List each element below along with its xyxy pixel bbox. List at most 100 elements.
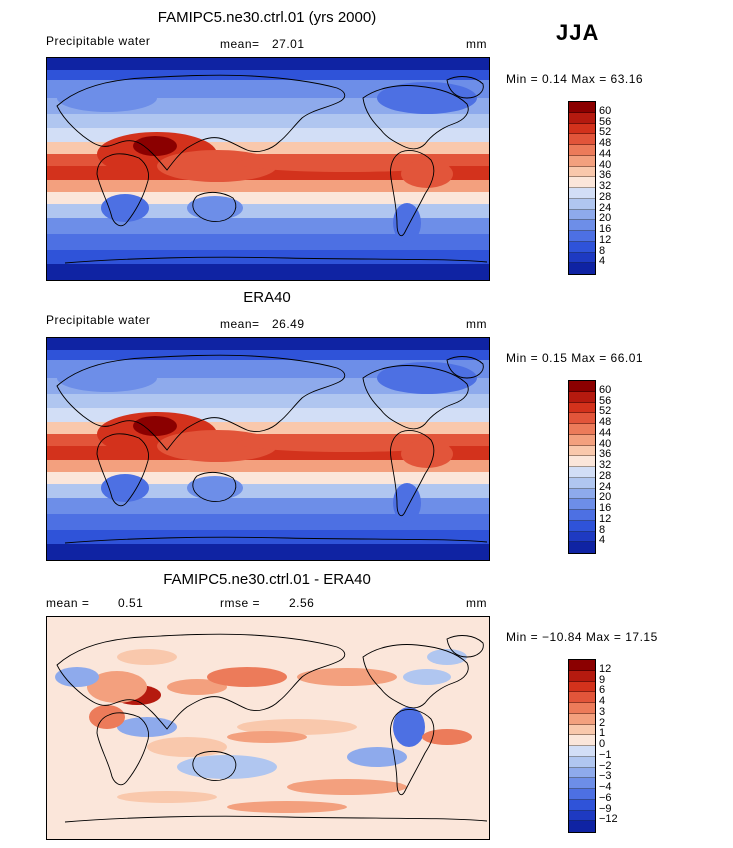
- colorbar-tick-label: 32: [599, 459, 612, 471]
- colorbar-tick-label: 12: [599, 662, 612, 675]
- colorbar-swatch: [569, 177, 595, 188]
- colorbar-tick-label: 20: [599, 212, 612, 225]
- colorbar-swatch: [569, 756, 595, 768]
- colorbar-tick-label: 28: [599, 190, 612, 203]
- colorbar-swatch: [569, 220, 595, 231]
- colorbar-tick-label: 24: [599, 480, 612, 493]
- colorbar-tick-label: 56: [599, 394, 612, 407]
- panel-1-colorbar: [568, 101, 596, 275]
- panel-1-units: mm: [466, 37, 487, 51]
- colorbar-swatch: [569, 198, 595, 210]
- colorbar-swatch: [569, 499, 595, 510]
- colorbar-tick-label: 9: [599, 673, 606, 686]
- colorbar-swatch: [569, 134, 595, 145]
- panel-2-mean-value: 26.49: [272, 317, 305, 331]
- colorbar-swatch: [569, 778, 595, 789]
- colorbar-tick-label: 60: [599, 383, 612, 396]
- colorbar-swatch: [569, 456, 595, 467]
- colorbar-tick-label: 2: [599, 716, 606, 729]
- panel-1-title: FAMIPC5.ne30.ctrl.01 (yrs 2000): [157, 9, 377, 26]
- colorbar-tick-label: 4: [599, 534, 606, 547]
- panel-3-title: FAMIPC5.ne30.ctrl.01 - ERA40: [163, 571, 371, 588]
- colorbar-swatch: [569, 767, 595, 779]
- panel-2-units: mm: [466, 317, 487, 331]
- colorbar-tick-label: 1: [599, 727, 606, 740]
- panel-3-mean-label: mean =: [46, 596, 90, 610]
- colorbar-swatch: [569, 166, 595, 178]
- panel-3-map-graphic: [47, 617, 489, 839]
- panel-1-min-max: Min = 0.14 Max = 63.16: [506, 72, 644, 86]
- colorbar-tick-label: 12: [599, 512, 612, 525]
- colorbar-tick-label: −4: [599, 781, 612, 793]
- panel-2-variable-label: Precipitable water: [46, 313, 151, 327]
- panel-2-map-graphic: [47, 338, 489, 560]
- panel-1-mean-value: 27.01: [272, 37, 305, 51]
- colorbar-tick-label: 3: [599, 705, 606, 718]
- season-label: JJA: [556, 20, 600, 45]
- panel-2-map: [46, 337, 490, 561]
- panel-2-mean-label: mean=: [220, 317, 260, 331]
- colorbar-tick-label: 40: [599, 437, 612, 450]
- colorbar-tick-label: 48: [599, 416, 612, 428]
- colorbar-swatch: [569, 381, 595, 392]
- colorbar-tick-label: 16: [599, 502, 612, 514]
- colorbar-swatch: [569, 123, 595, 135]
- panel-3-units: mm: [466, 596, 487, 610]
- colorbar-tick-label: 8: [599, 523, 606, 536]
- colorbar-swatch: [569, 799, 595, 811]
- colorbar-swatch: [569, 209, 595, 221]
- colorbar-swatch: [569, 735, 595, 746]
- colorbar-tick-label: 56: [599, 115, 612, 128]
- panel-2-title: ERA40: [243, 289, 291, 306]
- panel-2-colorbar: [568, 380, 596, 554]
- colorbar-tick-label: 44: [599, 147, 612, 160]
- colorbar-swatch: [569, 467, 595, 478]
- colorbar-swatch: [569, 413, 595, 424]
- colorbar-tick-label: −3: [599, 770, 612, 783]
- colorbar-swatch: [569, 789, 595, 800]
- colorbar-tick-label: 44: [599, 426, 612, 439]
- colorbar-swatch: [569, 391, 595, 403]
- colorbar-swatch: [569, 660, 595, 671]
- colorbar-swatch: [569, 445, 595, 457]
- panel-3-map: [46, 616, 490, 840]
- colorbar-swatch: [569, 670, 595, 682]
- colorbar-swatch: [569, 703, 595, 714]
- colorbar-tick-label: −12: [599, 813, 618, 826]
- colorbar-swatch: [569, 713, 595, 725]
- colorbar-swatch: [569, 263, 595, 274]
- colorbar-tick-label: −9: [599, 802, 612, 815]
- colorbar-tick-label: 0: [599, 738, 606, 750]
- colorbar-tick-label: 36: [599, 169, 612, 182]
- colorbar-tick-label: 16: [599, 223, 612, 235]
- colorbar-tick-label: 52: [599, 126, 612, 139]
- colorbar-tick-label: −6: [599, 791, 612, 804]
- panel-3-rmse-value: 2.56: [289, 596, 315, 610]
- colorbar-swatch: [569, 746, 595, 757]
- colorbar-swatch: [569, 810, 595, 822]
- colorbar-tick-label: 32: [599, 180, 612, 192]
- colorbar-tick-label: −1: [599, 748, 612, 761]
- colorbar-swatch: [569, 724, 595, 736]
- colorbar-tick-label: 40: [599, 158, 612, 171]
- colorbar-swatch: [569, 542, 595, 553]
- colorbar-swatch: [569, 188, 595, 199]
- colorbar-tick-label: 36: [599, 448, 612, 461]
- colorbar-swatch: [569, 112, 595, 124]
- panel-2-min-max: Min = 0.15 Max = 66.01: [506, 351, 644, 365]
- colorbar-swatch: [569, 477, 595, 489]
- colorbar-swatch: [569, 402, 595, 414]
- colorbar-tick-label: 52: [599, 405, 612, 418]
- panel-1-variable-label: Precipitable water: [46, 34, 151, 48]
- colorbar-tick-label: −2: [599, 759, 612, 772]
- colorbar-swatch: [569, 531, 595, 543]
- colorbar-swatch: [569, 424, 595, 435]
- colorbar-tick-label: 6: [599, 684, 606, 697]
- panel-3-mean-value: 0.51: [118, 596, 144, 610]
- colorbar-tick-label: 24: [599, 201, 612, 214]
- colorbar-swatch: [569, 681, 595, 693]
- panel-1-map-graphic: [47, 58, 489, 280]
- colorbar-tick-label: 28: [599, 469, 612, 482]
- panel-3-min-max: Min = −10.84 Max = 17.15: [506, 630, 658, 644]
- colorbar-tick-label: 20: [599, 491, 612, 504]
